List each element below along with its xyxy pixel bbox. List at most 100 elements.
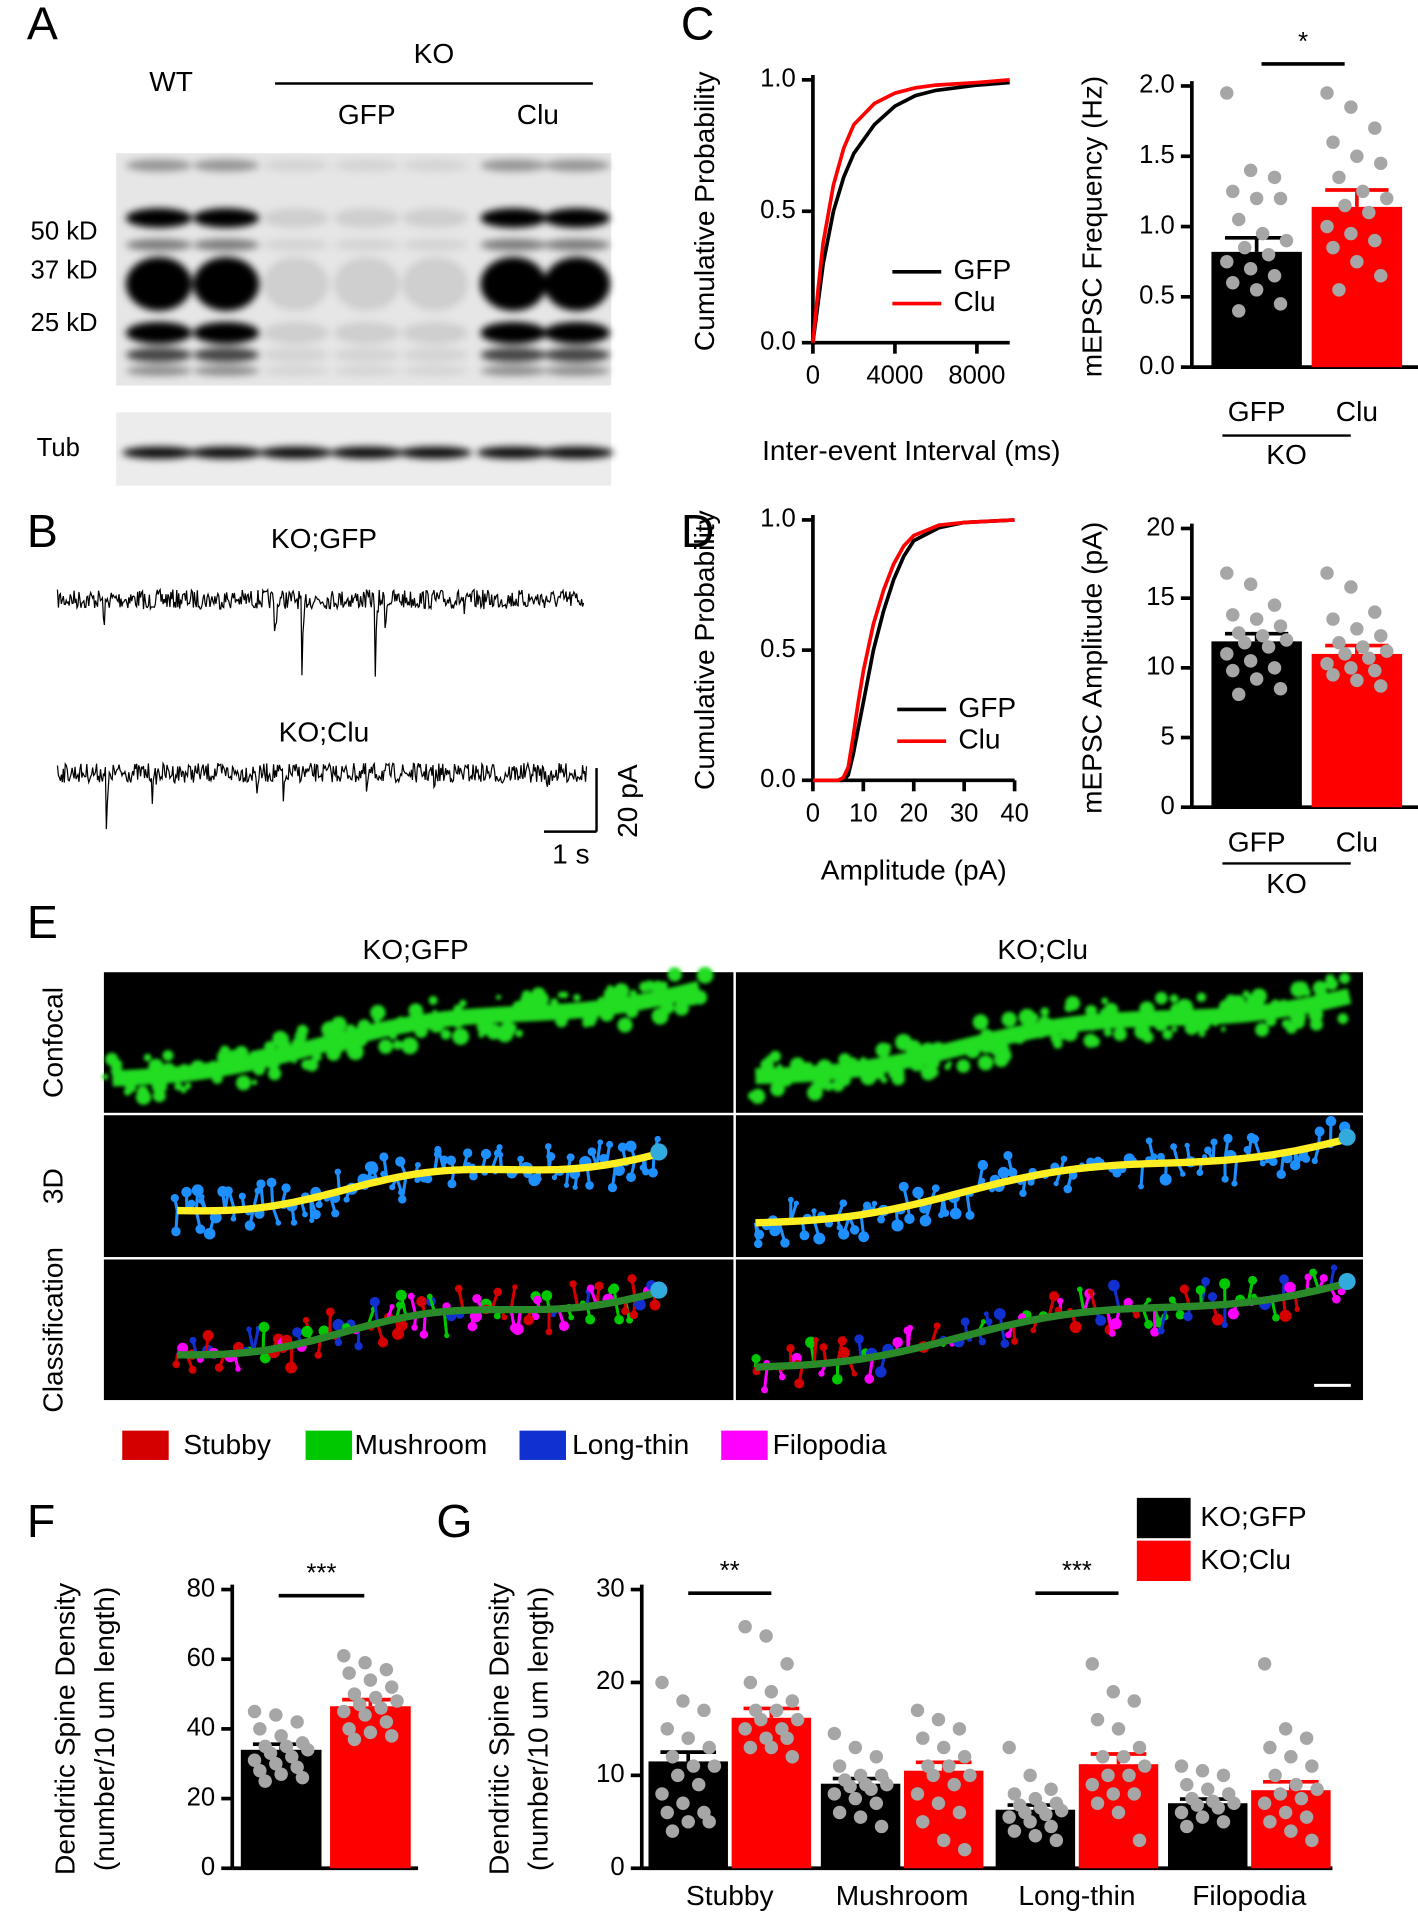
spine <box>101 1073 109 1080</box>
data-point <box>1305 1759 1319 1773</box>
spine-head <box>864 1374 875 1384</box>
data-point <box>1226 184 1240 199</box>
spine <box>252 1063 266 1076</box>
bar <box>1211 641 1302 808</box>
data-point <box>1368 663 1382 678</box>
spine-head <box>369 1296 380 1308</box>
spine <box>799 1066 810 1077</box>
data-point <box>1054 1803 1069 1818</box>
spine-head <box>1221 1321 1229 1329</box>
data-point <box>1289 1777 1303 1792</box>
data-point <box>1350 673 1364 688</box>
spine-head <box>648 1167 658 1178</box>
spine-head <box>563 1182 570 1188</box>
spine-head <box>933 1322 941 1330</box>
legend-swatch <box>1136 1497 1191 1539</box>
spine <box>763 1366 769 1391</box>
spine-head <box>985 1318 993 1325</box>
blot-band <box>125 257 192 311</box>
spine-head <box>811 1208 817 1214</box>
spine-head <box>472 1294 482 1304</box>
spine <box>414 1024 428 1039</box>
data-point <box>1132 1740 1147 1755</box>
spine-head <box>977 1159 989 1171</box>
blot-band <box>402 159 469 172</box>
spine-head <box>546 1152 556 1162</box>
spine <box>1087 1021 1098 1031</box>
spine <box>1142 1031 1154 1043</box>
blot-band <box>480 159 547 172</box>
spine-head <box>511 1323 524 1336</box>
blot-band <box>125 238 192 251</box>
spine-head <box>334 1338 343 1347</box>
data-point <box>1190 1798 1204 1812</box>
spine <box>1085 1004 1098 1017</box>
spine-head <box>609 1283 620 1294</box>
data-point <box>1374 679 1388 693</box>
spine <box>378 1030 384 1036</box>
data-point <box>691 1777 706 1792</box>
dendrite <box>177 1289 655 1359</box>
spine <box>883 1043 892 1051</box>
spine-head <box>395 1156 406 1167</box>
spine-head <box>331 1209 340 1218</box>
spine-head <box>849 1225 860 1235</box>
data-point <box>707 1759 722 1773</box>
data-point <box>1127 1787 1141 1801</box>
spine <box>1232 1159 1239 1184</box>
spine <box>1162 1029 1173 1040</box>
spine-head <box>813 1232 826 1245</box>
blot-band <box>262 365 329 376</box>
spine-head <box>325 1307 335 1317</box>
spine-head <box>629 1310 639 1320</box>
data-point <box>848 1740 863 1755</box>
spine-head <box>931 1184 940 1193</box>
spine-head <box>181 1186 192 1198</box>
spine <box>599 1007 615 1022</box>
x-tick-label: 30 <box>950 799 979 827</box>
spine <box>972 1014 989 1030</box>
spine-head <box>1095 1315 1107 1326</box>
data-point <box>1132 1833 1147 1848</box>
spine-head <box>1150 1153 1158 1161</box>
spine <box>838 1053 852 1067</box>
spine-head <box>997 1166 1010 1179</box>
blot-band <box>262 321 329 344</box>
spine-head <box>292 1327 303 1338</box>
panel-letter: D <box>681 505 715 557</box>
data-point <box>1180 1777 1194 1792</box>
data-point <box>1362 205 1376 220</box>
spine <box>772 1067 778 1073</box>
y-tick-label: 0.5 <box>760 196 796 224</box>
data-point <box>916 1815 930 1829</box>
data-point <box>1344 100 1358 114</box>
spine <box>401 1037 419 1055</box>
data-point <box>1111 1722 1126 1736</box>
spine <box>205 1062 216 1073</box>
data-point <box>942 1759 956 1773</box>
spine <box>305 1058 319 1072</box>
data-point <box>342 1666 356 1680</box>
spine-head <box>904 1213 915 1224</box>
spine-head <box>379 1152 389 1162</box>
spine <box>1037 1031 1045 1039</box>
data-point <box>253 1722 267 1736</box>
data-point <box>374 1701 388 1715</box>
spine <box>1196 992 1207 1003</box>
spine-head <box>1268 1157 1278 1167</box>
data-point <box>1023 1815 1037 1829</box>
spine <box>452 1028 470 1045</box>
data-point <box>1243 163 1258 178</box>
y-tick-label: 40 <box>187 1714 216 1742</box>
data-point <box>358 1655 372 1670</box>
data-point <box>1273 297 1288 311</box>
x-tick-label: 20 <box>899 799 928 827</box>
blot-band <box>480 347 547 363</box>
spine-head <box>1279 1309 1292 1322</box>
spine <box>1271 999 1280 1008</box>
legend-label: GFP <box>958 692 1016 723</box>
legend-swatch <box>122 1430 169 1460</box>
data-point <box>1138 1759 1152 1773</box>
spine-head <box>414 1161 421 1168</box>
spine-head <box>343 1196 350 1203</box>
